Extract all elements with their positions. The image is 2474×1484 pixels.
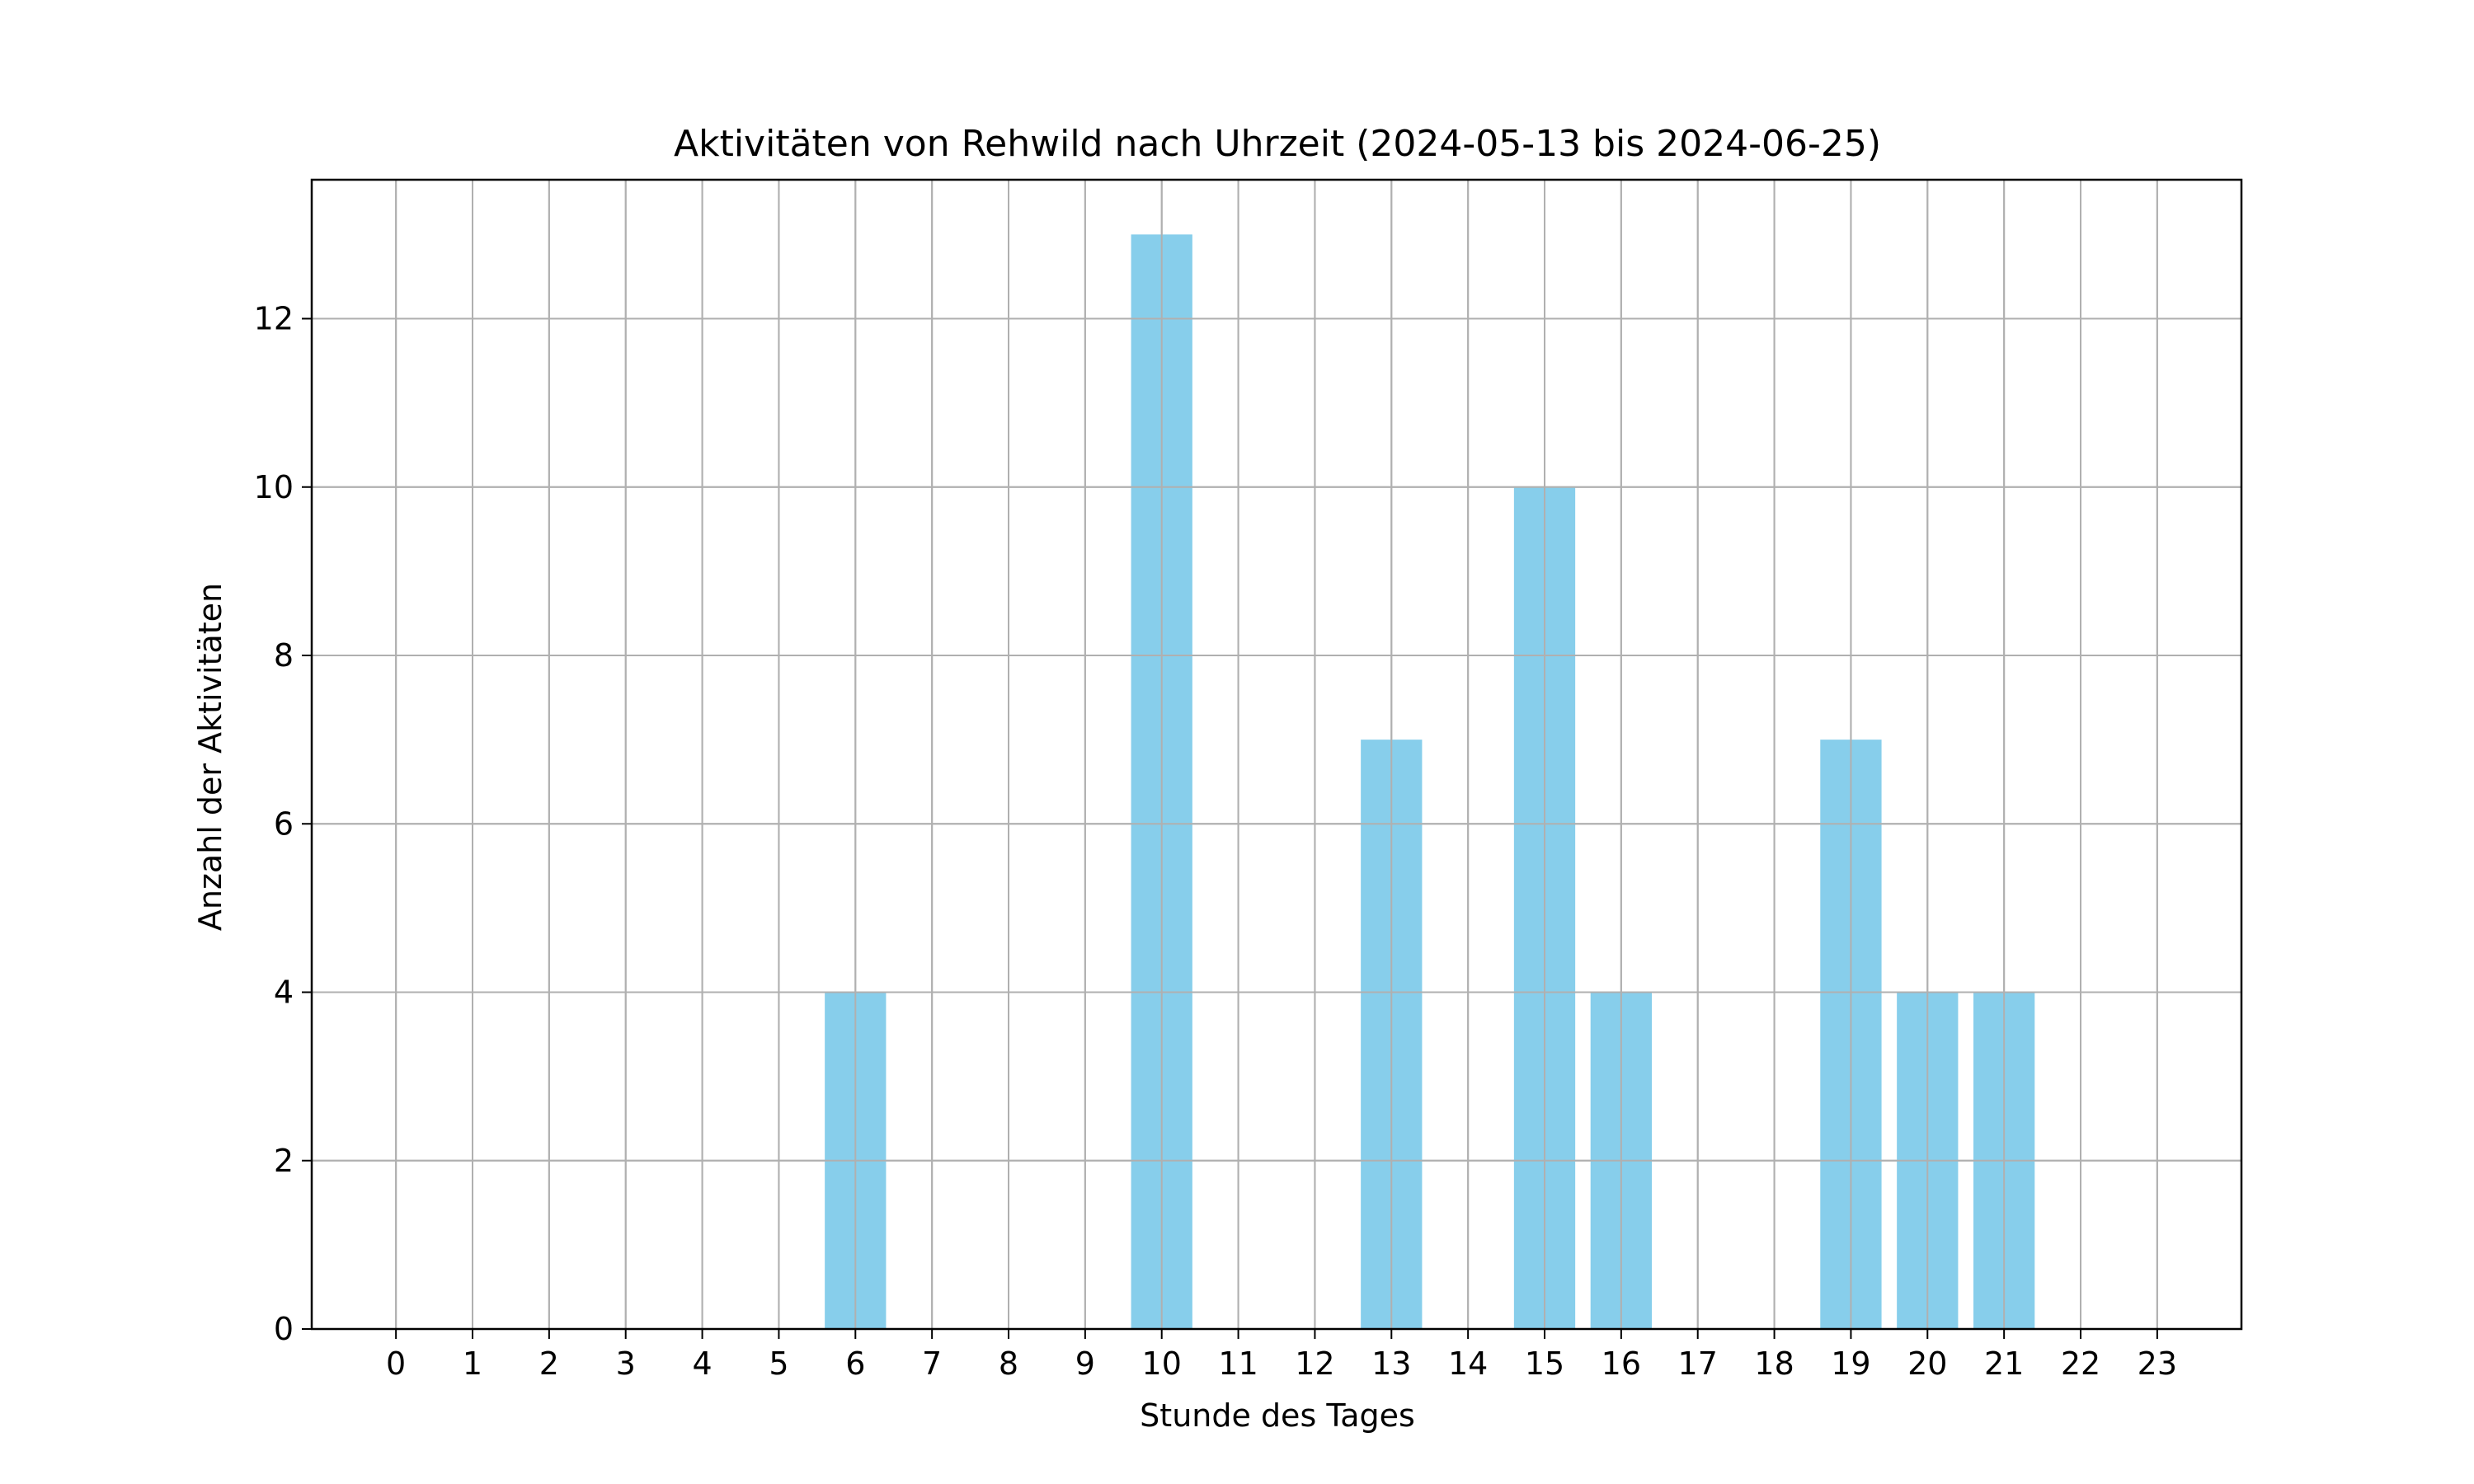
x-tick-label: 3 [616,1345,636,1382]
x-tick-label: 4 [692,1345,712,1382]
plot-frame [310,178,2243,1331]
x-tick-label: 7 [922,1345,942,1382]
y-tick-label: 12 [254,301,294,337]
y-tick-label: 8 [274,637,294,674]
x-tick-label: 12 [1295,1345,1334,1382]
x-tick-label: 11 [1218,1345,1258,1382]
y-tick-label: 4 [274,974,294,1011]
x-tick-label: 22 [2061,1345,2100,1382]
y-axis-ticks: 0 2 4 6 8 10 12 [254,301,312,1347]
x-tick-label: 5 [769,1345,788,1382]
x-tick-label: 18 [1754,1345,1794,1382]
chart-title: Aktivitäten von Rehwild nach Uhrzeit (20… [674,123,1881,165]
x-tick-label: 14 [1448,1345,1488,1382]
x-tick-label: 19 [1831,1345,1870,1382]
x-tick-label: 20 [1907,1345,1947,1382]
y-axis-label: Anzahl der Aktivitäten [192,583,228,931]
x-tick-label: 16 [1602,1345,1641,1382]
x-tick-label: 0 [386,1345,406,1382]
x-tick-label: 6 [845,1345,865,1382]
y-tick-label: 0 [274,1311,294,1347]
x-tick-label: 9 [1075,1345,1095,1382]
x-tick-label: 10 [1142,1345,1182,1382]
x-tick-label: 13 [1371,1345,1411,1382]
x-axis-label: Stunde des Tages [1140,1397,1415,1434]
x-tick-label: 1 [463,1345,482,1382]
y-tick-label: 6 [274,805,294,842]
x-tick-label: 23 [2138,1345,2177,1382]
y-tick-label: 10 [254,469,294,505]
x-axis-ticks: 0 1 2 3 4 5 6 7 8 9 10 11 12 13 14 15 16 17 18 19 20 21 22 23 [386,1329,2177,1382]
y-tick-label: 2 [274,1143,294,1179]
x-tick-label: 8 [999,1345,1018,1382]
x-tick-label: 15 [1525,1345,1564,1382]
grid-lines-overlay [312,180,2241,1330]
x-tick-label: 2 [539,1345,559,1382]
x-tick-label: 21 [1984,1345,2024,1382]
x-tick-label: 17 [1678,1345,1718,1382]
